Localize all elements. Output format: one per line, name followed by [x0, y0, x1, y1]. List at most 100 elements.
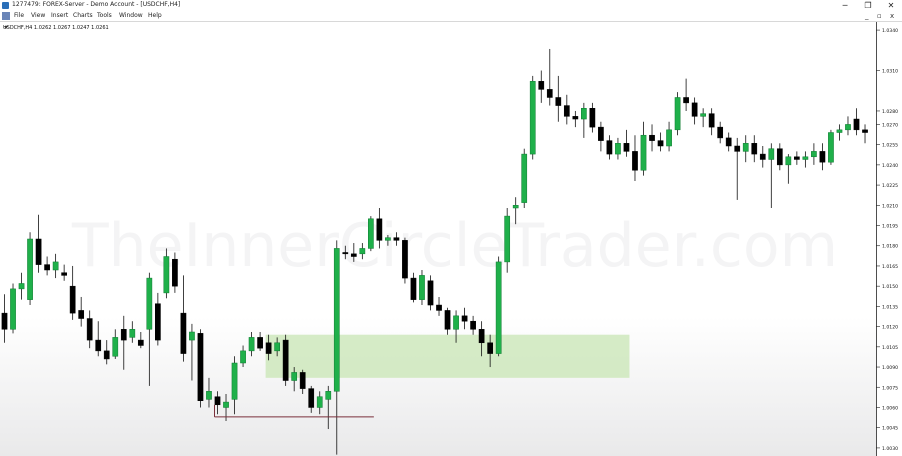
- bull-candle: [495, 261, 502, 354]
- bear-candle: [282, 339, 289, 381]
- bear-candle: [862, 129, 868, 133]
- price-chart[interactable]: TheInnerCircleTrader.com USDCHF,H4 1.026…: [0, 22, 902, 456]
- bear-candle: [95, 339, 102, 352]
- bear-candle: [1, 312, 8, 330]
- bear-candle: [853, 118, 860, 131]
- bear-candle: [776, 148, 783, 166]
- bull-candle: [453, 315, 459, 330]
- bull-candle: [674, 97, 681, 131]
- bull-candle: [828, 132, 834, 163]
- bear-candle: [257, 337, 263, 349]
- bull-candle: [368, 218, 374, 249]
- bear-candle: [487, 342, 493, 354]
- bull-candle: [521, 153, 528, 203]
- bull-candle: [581, 108, 587, 120]
- price-tick-label: 1.0210: [882, 203, 898, 209]
- bear-candle: [393, 237, 400, 241]
- bull-candle: [512, 205, 519, 209]
- restore-button[interactable]: ❐: [864, 1, 872, 10]
- price-tick-label: 1.0240: [882, 163, 898, 169]
- bear-candle: [555, 97, 562, 106]
- bear-candle: [734, 145, 741, 152]
- price-tick-label: 1.0090: [882, 365, 898, 371]
- bear-candle: [725, 137, 732, 147]
- bull-candle: [845, 124, 851, 131]
- bull-candle: [240, 350, 246, 364]
- bear-candle: [546, 89, 553, 98]
- low-line-layer: [214, 404, 374, 418]
- chart-background: [0, 22, 876, 456]
- menu-tools[interactable]: Tools: [97, 12, 112, 19]
- bull-candle: [333, 248, 340, 392]
- menu-insert[interactable]: Insert: [51, 12, 69, 19]
- bear-candle: [538, 81, 545, 90]
- bear-candle: [436, 304, 442, 311]
- price-tick-label: 1.0105: [882, 345, 898, 351]
- bear-candle: [265, 342, 272, 354]
- mdi-close-button[interactable]: x: [890, 12, 895, 20]
- bear-candle: [299, 372, 306, 389]
- bear-candle: [410, 277, 417, 300]
- price-tick-label: 1.0195: [882, 224, 898, 230]
- bear-candle: [819, 151, 826, 163]
- mdi-chart-icon: [2, 12, 10, 20]
- price-tick-label: 1.0120: [882, 325, 898, 331]
- price-tick-label: 1.0030: [882, 446, 898, 452]
- menu-help[interactable]: Help: [148, 12, 162, 19]
- menu-view[interactable]: View: [31, 12, 46, 19]
- price-tick-label: 1.0060: [882, 405, 898, 411]
- bull-candle: [640, 134, 647, 171]
- close-button[interactable]: ✕: [887, 1, 895, 10]
- bull-candle: [52, 261, 59, 271]
- title-bar: 1277479: FOREX-Server - Demo Account - […: [0, 0, 902, 11]
- fvg-zone: [265, 334, 630, 378]
- bear-candle: [444, 310, 451, 330]
- bull-candle: [359, 248, 366, 255]
- price-tick-label: 1.0165: [882, 264, 898, 270]
- bull-candle: [27, 238, 33, 300]
- chart-info-arrow-icon: [4, 26, 8, 29]
- candles-layer: [1, 48, 868, 455]
- bear-candle: [794, 156, 800, 160]
- bear-candle: [69, 285, 76, 314]
- bull-candle: [504, 215, 511, 263]
- mdi-restore-button[interactable]: ▫: [877, 12, 882, 20]
- bull-candle: [112, 337, 119, 357]
- bear-candle: [623, 143, 630, 152]
- price-tick-label: 1.0310: [882, 69, 898, 75]
- bull-candle: [274, 342, 280, 352]
- bear-candle: [214, 396, 221, 406]
- window-title: 1277479: FOREX-Server - Demo Account - […: [12, 1, 181, 8]
- bear-candle: [137, 339, 144, 346]
- menu-bar: File View Insert Charts Tools Window Hel…: [0, 11, 902, 22]
- bear-candle: [172, 258, 178, 287]
- bear-candle: [563, 105, 570, 117]
- bear-candle: [376, 218, 383, 241]
- minimize-button[interactable]: ─: [842, 1, 848, 10]
- bear-candle: [572, 116, 579, 120]
- bull-candle: [129, 329, 136, 338]
- menu-charts[interactable]: Charts: [73, 12, 93, 19]
- bull-candle: [742, 143, 749, 152]
- bear-candle: [589, 108, 596, 128]
- menu-window[interactable]: Window: [119, 12, 143, 19]
- bear-candle: [606, 140, 613, 155]
- price-tick-label: 1.0255: [882, 143, 898, 149]
- price-axis: 1.0340 1.0310 1.0280 1.0270 1.0255 1.0240 1.02…: [876, 28, 898, 452]
- bull-candle: [802, 156, 809, 160]
- bear-candle: [308, 388, 315, 408]
- mdi-minimize-button[interactable]: _: [865, 12, 869, 20]
- bull-candle: [768, 148, 775, 160]
- bear-candle: [632, 151, 638, 171]
- bear-candle: [759, 153, 766, 160]
- price-tick-label: 1.0045: [882, 426, 898, 432]
- menu-file[interactable]: File: [14, 12, 25, 19]
- bull-candle: [146, 277, 153, 330]
- bull-candle: [189, 331, 195, 341]
- bull-candle: [291, 372, 298, 381]
- bull-candle: [666, 129, 672, 147]
- bear-candle: [180, 312, 187, 354]
- bear-candle: [402, 240, 408, 279]
- price-tick-label: 1.0180: [882, 244, 898, 250]
- bear-candle: [427, 280, 434, 306]
